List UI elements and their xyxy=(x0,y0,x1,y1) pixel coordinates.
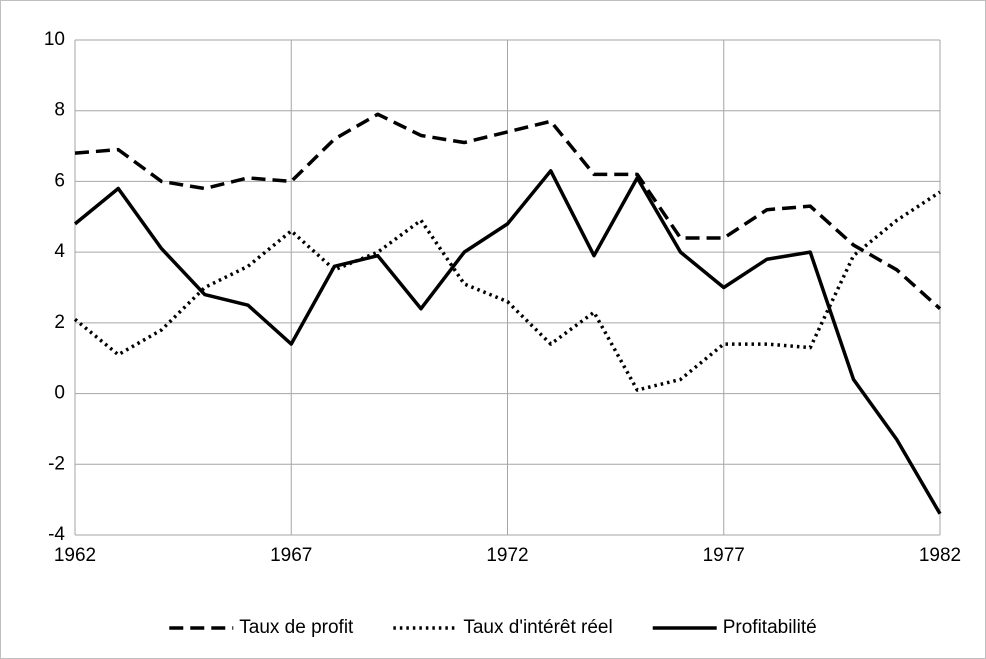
x-tick-label: 1967 xyxy=(270,545,312,566)
series-line xyxy=(73,169,942,515)
y-tick-label: 6 xyxy=(54,170,65,191)
y-tick-label: 10 xyxy=(44,29,65,50)
y-tick-label: -4 xyxy=(48,524,65,545)
y-tick-label: 8 xyxy=(54,100,65,121)
x-tick-label: 1977 xyxy=(703,545,745,566)
x-tick-label: 1972 xyxy=(486,545,528,566)
y-tick-label: 0 xyxy=(54,383,65,404)
y-tick-label: 2 xyxy=(54,312,65,333)
legend-label: Taux d'intérêt réel xyxy=(463,617,612,638)
x-tick-label: 1962 xyxy=(54,545,96,566)
series-line xyxy=(74,112,942,311)
legend-label: Taux de profit xyxy=(239,617,354,638)
series-line xyxy=(73,190,941,392)
y-tick-label: 4 xyxy=(54,241,65,262)
y-tick-label: -2 xyxy=(48,453,65,474)
x-tick-label: 1982 xyxy=(919,545,961,566)
legend-label: Profitabilité xyxy=(723,617,817,638)
